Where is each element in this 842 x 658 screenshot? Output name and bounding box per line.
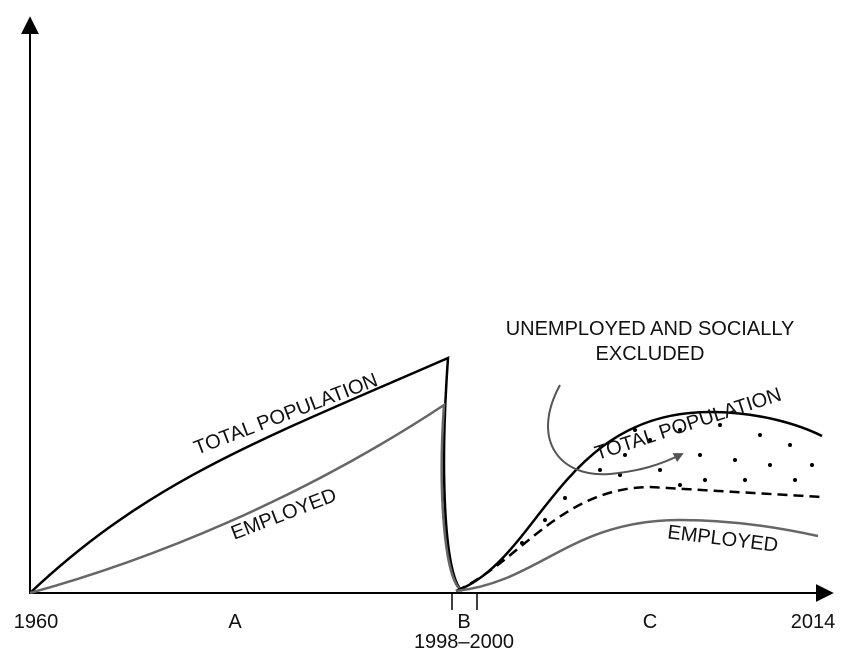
employed-curve xyxy=(29,402,463,595)
x-label: 2014 xyxy=(791,611,836,633)
annotation: UNEMPLOYED AND SOCIALLY xyxy=(506,318,795,340)
period-label: A xyxy=(228,611,242,633)
curve-label: TOTAL POPULATION xyxy=(592,384,784,465)
axes xyxy=(21,16,834,610)
total-population-curve xyxy=(29,356,463,594)
annotation-arrow xyxy=(547,384,684,476)
x-label: 1960 xyxy=(14,611,59,633)
employed-curve xyxy=(455,518,819,593)
curves xyxy=(29,356,823,595)
dashed-curve xyxy=(455,485,823,593)
total-population-curve xyxy=(455,410,823,593)
dots xyxy=(520,423,814,545)
annotation: EXCLUDED xyxy=(596,343,705,365)
period-label: C xyxy=(643,611,657,633)
period-label: B xyxy=(457,611,470,633)
curve-label: TOTAL POPULATION xyxy=(191,369,381,459)
x-label: 1998–2000 xyxy=(414,631,514,653)
